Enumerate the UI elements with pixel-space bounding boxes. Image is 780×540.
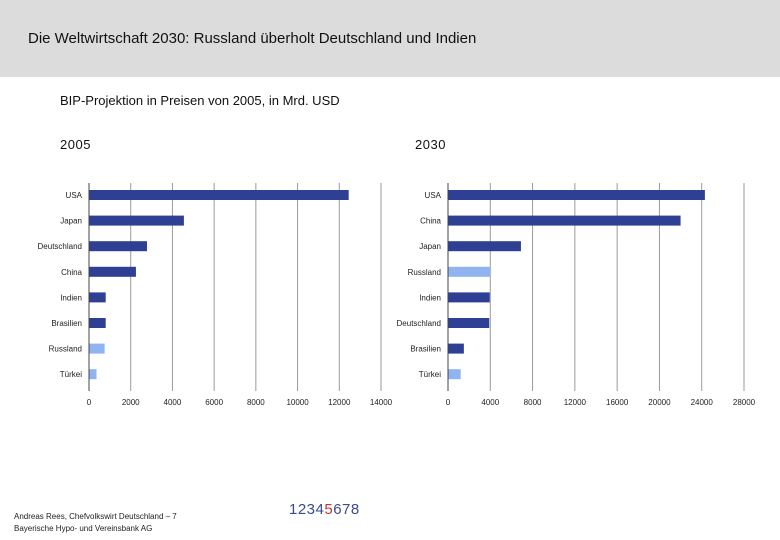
page-links-after[interactable]: 678 [333,501,360,518]
x-tick-label: 20000 [648,398,671,407]
bar-chart-2030: 0 4000 8000 12000 16000 20000 24000 28000 USA Chi… [397,183,756,407]
bar-china [89,266,136,277]
header-bar: Die Weltwirtschaft 2030: Russland überho… [0,0,780,77]
x-tick-label: 24000 [691,398,714,407]
bar-japan [89,215,184,226]
category-label: Türkei [419,370,441,379]
bar-usa [89,190,349,200]
category-label: Brasilien [51,319,82,328]
category-label: Deutschland [38,242,82,251]
footer-line-2: Bayerische Hypo- und Vereinsbank AG [14,524,153,533]
bar-türkei [89,369,97,380]
x-tick-label: 28000 [733,398,756,407]
category-label: Indien [60,293,82,302]
x-tick-label: 0 [446,398,451,407]
x-tick-label: 4000 [164,398,182,407]
category-label: Japan [419,242,441,251]
x-tick-label: 8000 [247,398,265,407]
category-label: Deutschland [397,319,441,328]
category-label: Brasilien [410,345,441,354]
category-label: Japan [60,217,82,226]
bar-türkei [448,369,461,380]
category-label: China [420,217,441,226]
x-tick-label: 12000 [564,398,587,407]
bar-indien [89,292,106,303]
x-tick-label: 10000 [286,398,309,407]
bar-deutschland [89,241,147,252]
footer-author: Andreas Rees, Chefvolkswirt Deutschland … [14,511,177,535]
chart-title-2030: 2030 [415,137,446,152]
category-label: China [61,268,82,277]
bar-deutschland [448,318,490,328]
bar-china [448,215,681,226]
category-label: Türkei [60,370,82,379]
bar-russland [89,343,105,354]
bar-brasilien [89,318,106,328]
bar-usa [448,190,705,200]
bar-russland [448,266,491,277]
x-tick-label: 6000 [205,398,223,407]
page-current[interactable]: 5 [324,501,334,518]
page-links-before[interactable]: 1234 [289,501,325,518]
page-navigation[interactable]: 12345678 [289,501,360,518]
x-tick-label: 8000 [524,398,542,407]
x-tick-label: 4000 [481,398,499,407]
bar-japan [448,241,521,252]
x-tick-label: 16000 [606,398,629,407]
x-tick-label: 2000 [122,398,140,407]
chart-subtitle: BIP-Projektion in Preisen von 2005, in M… [60,93,340,108]
x-tick-label: 14000 [370,398,393,407]
bar-chart-2005: 0 2000 4000 6000 8000 10000 12000 14000 USA Japan… [38,183,393,407]
category-label: USA [66,191,83,200]
bar-indien [448,292,490,303]
bar-brasilien [448,343,464,354]
category-label: Russland [49,345,82,354]
category-label: USA [425,191,442,200]
slide-title: Die Weltwirtschaft 2030: Russland überho… [28,30,477,47]
category-label: Russland [408,268,441,277]
x-tick-label: 12000 [328,398,351,407]
footer-line-1: Andreas Rees, Chefvolkswirt Deutschland … [14,512,177,521]
chart-title-2005: 2005 [60,137,91,152]
x-tick-label: 0 [87,398,92,407]
category-label: Indien [419,293,441,302]
